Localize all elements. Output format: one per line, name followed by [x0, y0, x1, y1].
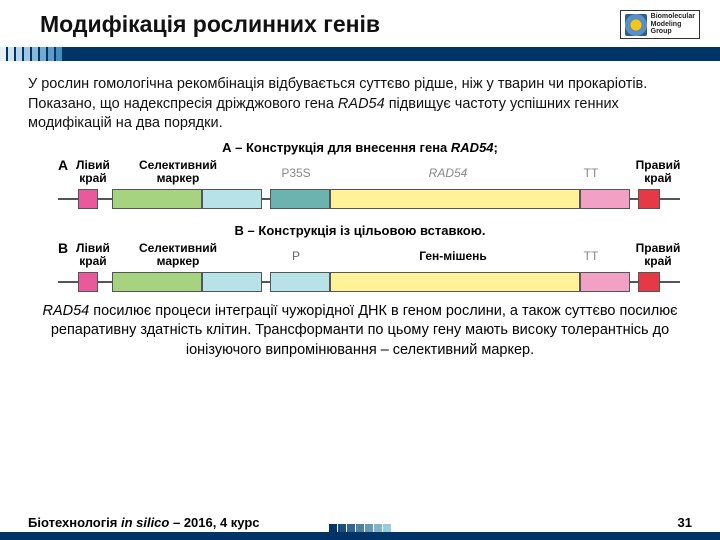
construct-segment	[330, 189, 580, 209]
logo-line3: Group	[651, 28, 695, 36]
header-stripe	[0, 47, 720, 61]
construct-segment	[98, 198, 112, 200]
panel-a-title: А – Конструкція для внесення гена RAD54;	[28, 140, 692, 155]
panel-a-labels: Лівий край Селективний маркер P35S RAD54…	[28, 159, 692, 187]
construct-segment	[112, 272, 202, 292]
label-p: P	[286, 250, 306, 263]
logo-line2: Modeling	[651, 21, 695, 29]
panel-b-title: В – Конструкція із цільовою вставкою.	[28, 223, 692, 238]
construct-segment	[58, 198, 78, 200]
slide-header: Модифікація рослинних генів Biomolecular…	[0, 0, 720, 47]
outro-text: посилює процеси інтеграції чужорідної ДН…	[51, 303, 678, 358]
construct-segment	[58, 281, 78, 283]
footer-left: Біотехнологія in silico – 2016, 4 курс	[28, 515, 260, 530]
stripe-gradient-icon	[0, 47, 64, 61]
outro-paragraph: RAD54 посилює процеси інтеграції чужорід…	[0, 296, 720, 361]
logo-line1: Biomolecular	[651, 13, 695, 21]
logo-text: Biomolecular Modeling Group	[651, 13, 695, 36]
construct-segment	[202, 272, 262, 292]
construct-bar-b	[58, 272, 692, 292]
construct-segment	[270, 272, 330, 292]
construct-bar-a	[58, 189, 692, 209]
construct-segment	[630, 281, 638, 283]
label-right-border-b: Правий край	[628, 242, 688, 268]
construct-segment	[112, 189, 202, 209]
label-marker-a: Селективний маркер	[128, 159, 228, 185]
construct-segment	[330, 272, 580, 292]
construct-segment	[580, 189, 630, 209]
construct-segment	[660, 281, 680, 283]
label-left-border-a: Лівий край	[68, 159, 118, 185]
panel-b-labels: Лівий край Селективний маркер P Ген-міше…	[28, 242, 692, 270]
construct-segment	[270, 189, 330, 209]
construct-segment	[78, 189, 98, 209]
label-left-border-b: Лівий край	[68, 242, 118, 268]
footer-stripe	[0, 532, 720, 540]
construct-b: B Лівий край Селективний маркер P Ген-мі…	[28, 242, 692, 292]
construct-segment	[78, 272, 98, 292]
construct-segment	[630, 198, 638, 200]
page-number: 31	[678, 515, 692, 530]
construct-segment	[202, 189, 262, 209]
logo-emblem-icon	[625, 14, 647, 36]
outro-gene: RAD54	[42, 303, 89, 319]
construct-segment	[262, 198, 270, 200]
footer-course: Біотехнологія	[28, 515, 121, 530]
footer-insilico: in silico	[121, 515, 169, 530]
label-rad54: RAD54	[408, 167, 488, 180]
label-p35s: P35S	[276, 167, 316, 180]
footer-year: – 2016, 4 курс	[169, 515, 259, 530]
panel-a-title-after: ;	[494, 140, 498, 155]
footer-squares-icon	[329, 524, 391, 532]
slide-title: Модифікація рослинних генів	[40, 11, 380, 38]
construct-segment	[580, 272, 630, 292]
logo: Biomolecular Modeling Group	[620, 10, 700, 39]
label-tt-b: TT	[576, 250, 606, 263]
intro-paragraph: У рослин гомологічна рекомбінація відбув…	[28, 75, 692, 134]
content-area: У рослин гомологічна рекомбінація відбув…	[0, 61, 720, 292]
construct-segment	[262, 281, 270, 283]
label-target: Ген-мішень	[408, 250, 498, 263]
construct-segment	[98, 281, 112, 283]
panel-a-title-gene: RAD54	[451, 140, 494, 155]
label-tt-a: TT	[576, 167, 606, 180]
construct-segment	[638, 189, 660, 209]
label-right-border-a: Правий край	[628, 159, 688, 185]
construct-a: A Лівий край Селективний маркер P35S RAD…	[28, 159, 692, 209]
panel-a-title-before: А – Конструкція для внесення гена	[222, 140, 451, 155]
intro-gene: RAD54	[338, 96, 385, 112]
construct-segment	[660, 198, 680, 200]
construct-segment	[638, 272, 660, 292]
label-marker-b: Селективний маркер	[128, 242, 228, 268]
